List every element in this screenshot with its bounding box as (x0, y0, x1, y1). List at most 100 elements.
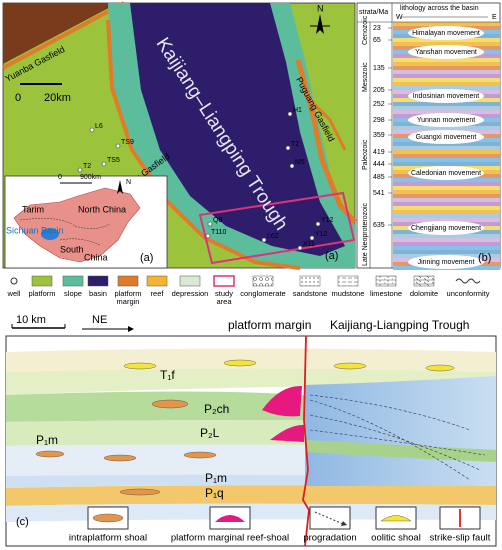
stratum-band (393, 178, 500, 182)
shape (305, 376, 496, 486)
legend-label: margin (117, 297, 140, 306)
shape (130, 3, 345, 256)
unit-label: T₁f (160, 368, 175, 382)
well (77, 167, 83, 173)
stratum-band (393, 86, 500, 90)
stratum-band (393, 150, 500, 154)
shape (151, 399, 189, 409)
unit-label: P₁m (36, 433, 58, 447)
well-label: T2 (291, 141, 299, 148)
movement-label: Himalayan movement (412, 30, 480, 37)
stratum-band (393, 154, 500, 158)
zone-label: platform margin (228, 318, 311, 332)
legend-icon (299, 275, 321, 287)
shape (19, 218, 111, 246)
age-label: 541 (373, 190, 385, 197)
shape (6, 368, 496, 395)
panel-label: (a) (325, 250, 338, 262)
legend-label: platform (114, 289, 141, 298)
stratum-band (393, 218, 500, 222)
legend-label: slope (64, 289, 82, 298)
age-label: 359 (373, 132, 385, 139)
legend-icon (375, 275, 397, 287)
shape (6, 391, 305, 422)
legend-icon (252, 275, 274, 287)
group: Himalayan movement Yanshan movement Indosi… (408, 26, 484, 269)
stratum-band (393, 234, 500, 238)
era: Late Neoproterozoic (362, 202, 369, 266)
era: Paleozoic (362, 139, 369, 170)
legend-icon (87, 275, 109, 287)
shape (6, 474, 305, 488)
well-label: H1 (293, 107, 302, 114)
legend-label: strike-slip fault (430, 533, 491, 544)
movement-label: Yunnan movement (417, 117, 475, 124)
era: Cenozoic (362, 15, 369, 45)
stratum-band (393, 238, 500, 242)
shape (333, 362, 367, 370)
shape (92, 513, 124, 523)
shape (6, 503, 496, 522)
unconformity-blob (408, 221, 484, 235)
shape (13, 187, 141, 263)
inset-scale: 0 (58, 174, 62, 181)
well-label: Y12 (321, 217, 334, 224)
stratum-band (393, 214, 500, 218)
stratum-band (393, 110, 500, 114)
legend-label: dolomite (410, 289, 438, 298)
legend-label: platform (28, 289, 55, 298)
stratum-band (393, 162, 500, 166)
legend-label: progradation (303, 533, 356, 544)
stratum-band (393, 182, 500, 186)
shape (270, 424, 304, 442)
legend: well platform slope basin platformmarginreef… (7, 275, 490, 306)
panel-label: (a) (140, 252, 153, 264)
well (205, 233, 211, 239)
stratum-band (393, 22, 500, 26)
legend-label: basin (89, 289, 107, 298)
direction-label: NE (92, 314, 107, 326)
stratum-band (393, 66, 500, 70)
shape (119, 488, 161, 496)
unconformity-blob (408, 130, 484, 144)
shape (314, 511, 344, 525)
shape (198, 191, 356, 265)
stratum-band (393, 142, 500, 146)
shape (6, 485, 496, 506)
shape (123, 362, 157, 370)
well (309, 235, 315, 241)
region-label: Tarim (22, 204, 44, 214)
stratum-band (393, 194, 500, 198)
shape (295, 59, 357, 224)
shape (223, 359, 257, 367)
well-label: TS5 (107, 157, 120, 164)
well-label: L6 (95, 123, 103, 130)
legend-icon (62, 275, 84, 287)
stratum-band (393, 186, 500, 190)
age-label: 444 (373, 161, 385, 168)
stratum-band (393, 198, 500, 202)
movement-label: Jinning movement (418, 259, 475, 266)
unconformity-blob (408, 45, 484, 59)
legend-icon (31, 275, 53, 287)
movement-label: Caledonian movement (411, 170, 481, 177)
shape (3, 3, 118, 64)
well (297, 245, 303, 251)
stratum-band (393, 42, 500, 46)
shape (117, 180, 123, 194)
stratum-band (393, 158, 500, 162)
movement-label: Guangxi movement (416, 134, 477, 141)
legend-icon (337, 275, 359, 287)
legend-label: platform marginal reef-shoal (171, 533, 289, 544)
movement-label: Chengjiang movement (411, 225, 481, 232)
well-label: T110 (211, 229, 227, 236)
unconformity-blob (408, 26, 484, 40)
shape (380, 515, 412, 522)
legend-icon (10, 277, 18, 285)
stratum-band (393, 58, 500, 62)
stratum-band (393, 62, 500, 66)
shape (6, 348, 496, 372)
stratum-band (393, 74, 500, 78)
well (285, 145, 291, 151)
region-label: North China (78, 204, 126, 214)
